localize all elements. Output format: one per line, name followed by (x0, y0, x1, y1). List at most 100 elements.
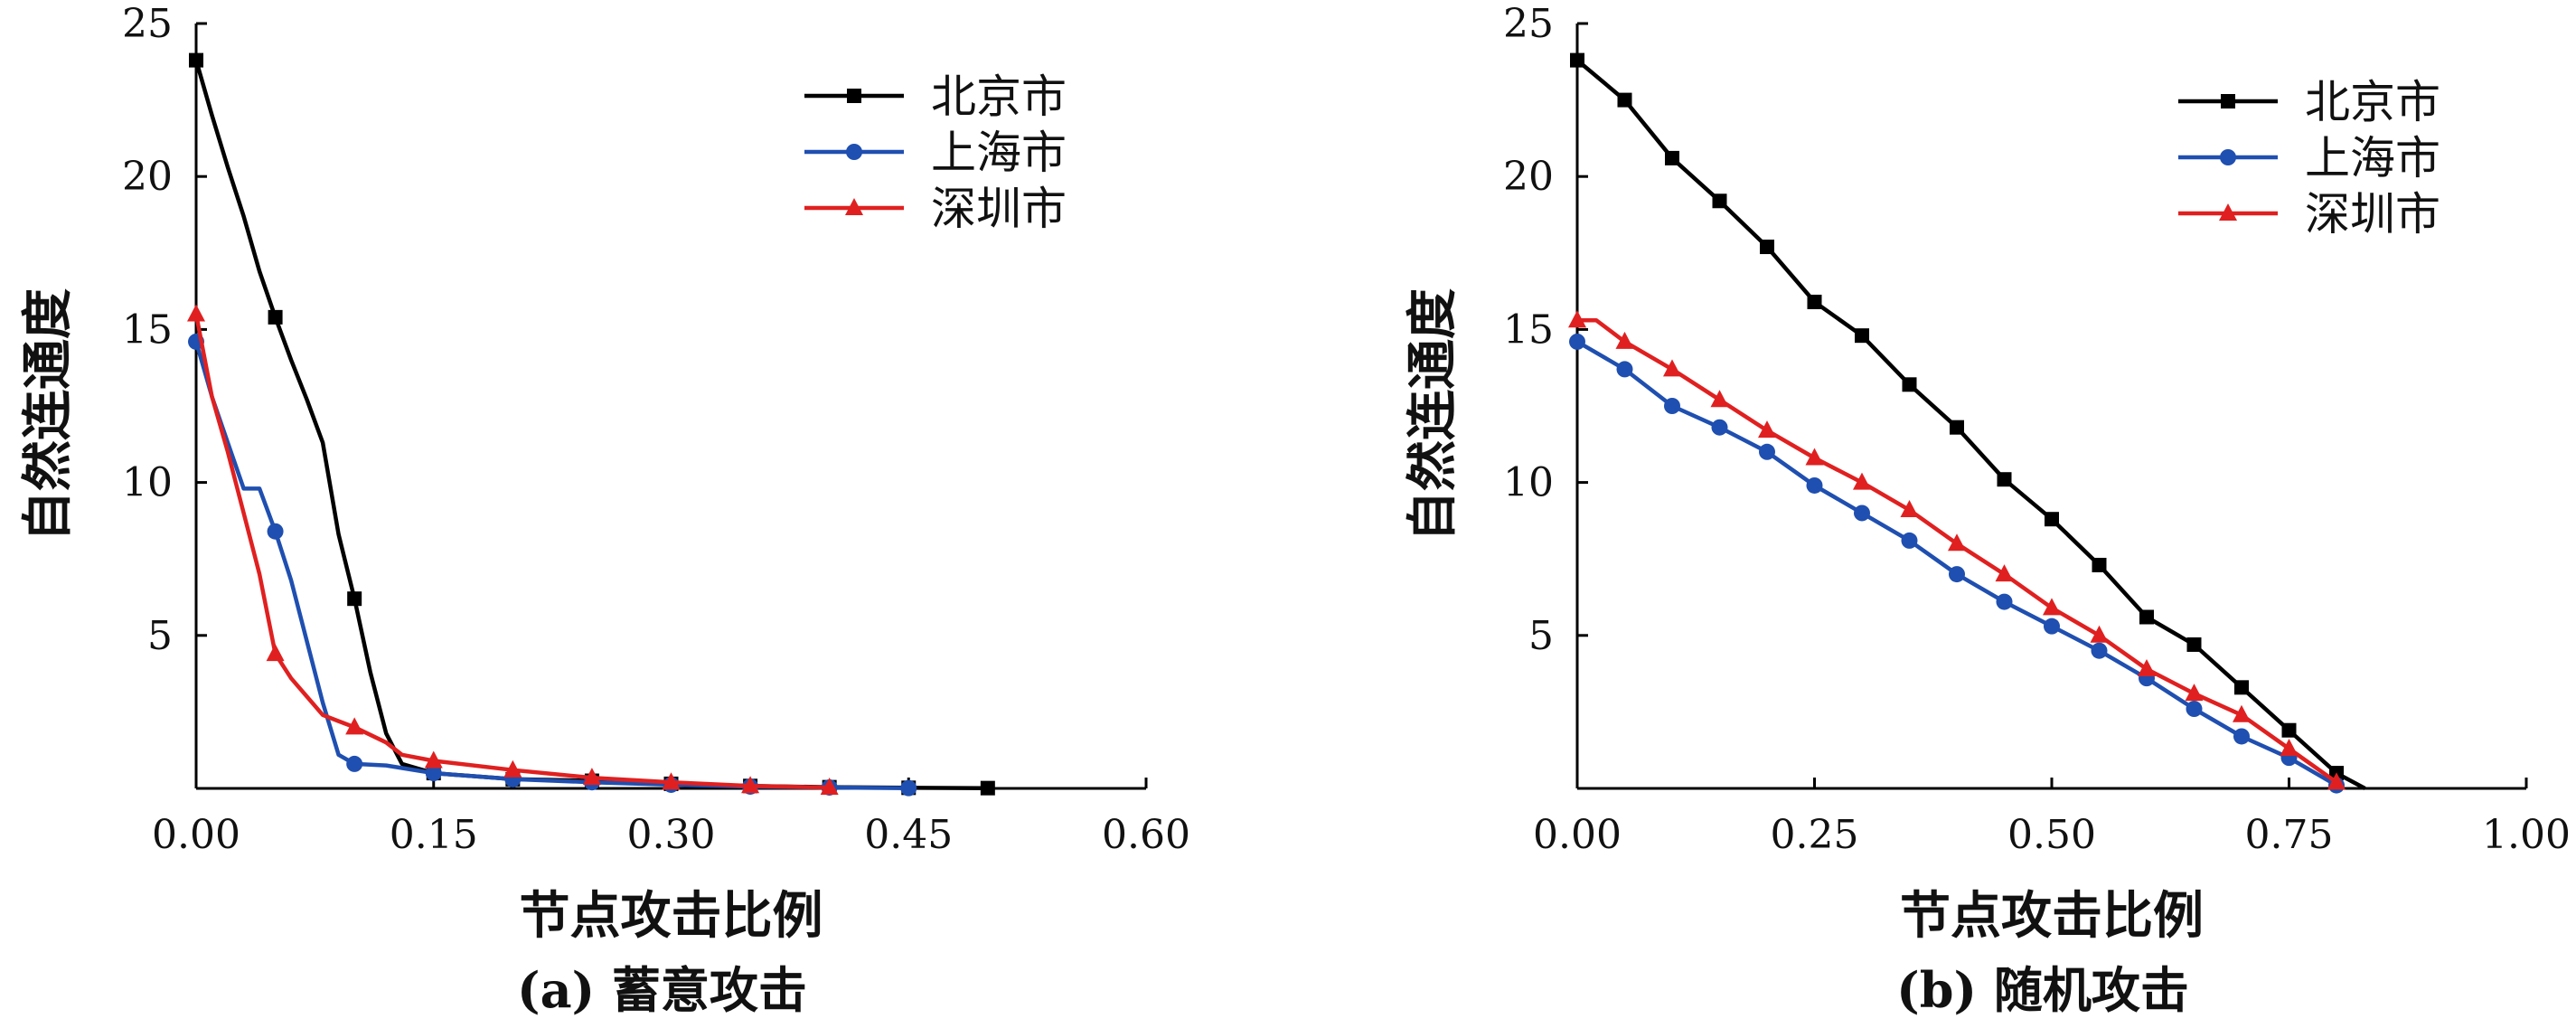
series-beijing (189, 52, 995, 796)
data-point-marker (2233, 728, 2250, 745)
data-point-marker (345, 717, 364, 735)
chart-panel-a: 0.00 0.15 0.30 0.45 0.60 5 10 15 20 25 节点攻击比例 自然连通度… (18, 1, 1190, 1019)
data-point-marker (1615, 331, 1634, 349)
data-point-marker (2234, 680, 2249, 695)
data-point-marker (425, 765, 442, 782)
legend-marker (845, 198, 863, 215)
data-point-marker (2044, 618, 2060, 635)
x-axis-title: 节点攻击比例 (520, 886, 823, 946)
data-point-marker (1997, 472, 2012, 487)
series-line (193, 341, 909, 790)
data-point-marker (1900, 500, 1919, 518)
legend-marker (846, 144, 862, 160)
data-point-marker (2280, 739, 2299, 757)
x-tick-label: 0.25 (1771, 812, 1859, 858)
chart-caption: (a) 蓄意攻击 (517, 961, 807, 1019)
series-line (1575, 58, 2366, 790)
data-point-marker (2186, 637, 2202, 652)
data-point-marker (1855, 328, 1869, 344)
data-point-marker (2045, 512, 2059, 527)
data-point-marker (1616, 361, 1633, 378)
data-point-marker (1569, 333, 1585, 350)
data-point-marker (1711, 419, 1728, 436)
legend-label: 北京市 (931, 71, 1067, 123)
y-tick-label: 20 (1503, 154, 1554, 200)
y-tick-label: 25 (1503, 1, 1554, 47)
x-tick-label: 0.45 (864, 812, 953, 858)
data-point-marker (1949, 566, 1965, 583)
y-tick-label: 15 (1503, 307, 1554, 353)
legend-label: 上海市 (2305, 132, 2440, 184)
data-point-marker (1901, 532, 1918, 549)
legend-marker (2219, 203, 2237, 221)
data-point-marker (1759, 443, 1775, 460)
data-point-marker (2139, 609, 2154, 625)
data-point-marker (1806, 476, 1823, 494)
data-point-marker (1807, 294, 1822, 309)
data-point-marker (1712, 193, 1727, 209)
data-point-marker (980, 780, 995, 796)
data-point-marker (1665, 150, 1679, 165)
legend-label: 上海市 (931, 127, 1067, 179)
x-tick-label: 0.60 (1102, 812, 1190, 858)
series-shanghai (1569, 333, 2345, 794)
legend-marker (2221, 94, 2235, 108)
data-point-marker (1664, 398, 1680, 414)
data-point-marker (2090, 625, 2109, 643)
x-tick-label: 0.30 (627, 812, 716, 858)
legend-label: 深圳市 (931, 183, 1067, 235)
data-point-marker (900, 779, 917, 797)
data-point-marker (1663, 359, 1681, 377)
y-tick-label: 15 (122, 307, 173, 353)
y-axis-title: 自然连通度 (18, 288, 78, 542)
data-point-marker (2092, 557, 2107, 572)
data-point-marker (424, 750, 443, 769)
series-line (1575, 339, 2338, 788)
y-tick-label: 5 (147, 613, 173, 659)
data-point-marker (1617, 92, 1632, 108)
x-tick-label: 0.15 (390, 812, 478, 858)
y-tick-label: 20 (122, 154, 173, 200)
data-point-marker (2281, 722, 2297, 738)
data-point-marker (662, 772, 681, 790)
data-point-marker (266, 644, 285, 662)
legend-marker (2220, 149, 2236, 165)
data-point-marker (2185, 684, 2204, 702)
data-point-marker (741, 776, 760, 794)
data-point-marker (2138, 659, 2156, 677)
data-point-marker (1760, 240, 1774, 255)
series-shenzhen (1568, 310, 2346, 790)
series-shanghai (188, 333, 917, 797)
chart-panel-b: 0.00 0.25 0.50 0.75 1.00 5 10 15 20 25 节点攻击比例 自然连通度… (1403, 1, 2571, 1019)
x-tick-label: 0.00 (152, 812, 240, 858)
series-line (193, 314, 830, 790)
data-point-marker (2327, 772, 2346, 790)
x-tick-label: 0.00 (1533, 812, 1622, 858)
data-point-marker (1995, 564, 2014, 582)
data-point-marker (2233, 704, 2251, 722)
data-point-marker (1568, 310, 1586, 328)
data-point-marker (189, 52, 203, 68)
data-point-marker (2091, 642, 2108, 659)
data-point-marker (187, 304, 205, 322)
data-point-marker (1710, 390, 1729, 408)
data-point-marker (1996, 593, 2013, 610)
y-tick-label: 25 (122, 1, 173, 47)
data-point-marker (1854, 505, 1870, 522)
x-tick-label: 0.50 (2007, 812, 2096, 858)
data-point-marker (2043, 598, 2061, 616)
chart-caption: (b) 随机攻击 (1896, 961, 2189, 1019)
data-point-marker (1902, 377, 1917, 392)
legend-label: 深圳市 (2305, 188, 2440, 240)
data-point-marker (1758, 420, 1776, 439)
data-point-marker (268, 309, 283, 325)
data-point-marker (820, 777, 839, 795)
y-tick-label: 10 (122, 460, 173, 506)
data-point-marker (1805, 448, 1824, 466)
series-shenzhen (187, 304, 839, 795)
data-point-marker (1853, 472, 1871, 490)
data-point-marker (582, 768, 601, 786)
